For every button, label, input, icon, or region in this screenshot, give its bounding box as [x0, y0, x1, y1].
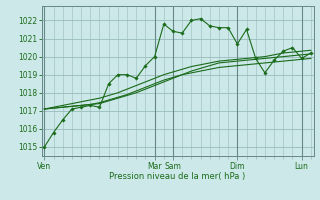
X-axis label: Pression niveau de la mer( hPa ): Pression niveau de la mer( hPa ) — [109, 172, 246, 181]
